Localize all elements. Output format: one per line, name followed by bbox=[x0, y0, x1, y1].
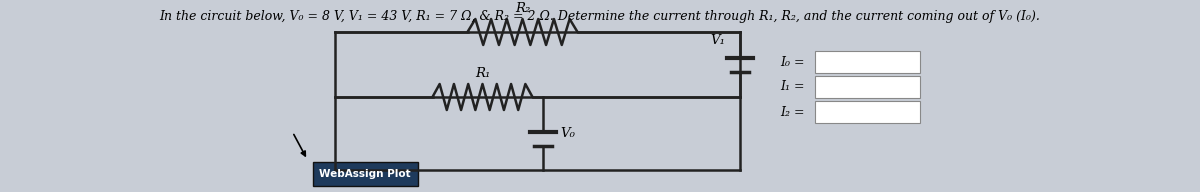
Text: In the circuit below, V₀ = 8 V, V₁ = 43 V, R₁ = 7 Ω, & R₂ = 2 Ω. Determine the c: In the circuit below, V₀ = 8 V, V₁ = 43 … bbox=[160, 10, 1040, 23]
Text: R₂: R₂ bbox=[515, 2, 530, 15]
Text: I₀ =: I₀ = bbox=[780, 55, 805, 69]
Text: WebAssign Plot: WebAssign Plot bbox=[319, 169, 410, 179]
FancyBboxPatch shape bbox=[815, 51, 920, 73]
Text: V₁: V₁ bbox=[710, 33, 726, 46]
Text: V₀: V₀ bbox=[560, 127, 576, 140]
FancyBboxPatch shape bbox=[312, 162, 418, 186]
Text: I₁ =: I₁ = bbox=[780, 80, 805, 94]
FancyBboxPatch shape bbox=[815, 101, 920, 123]
FancyBboxPatch shape bbox=[815, 76, 920, 98]
Text: R₁: R₁ bbox=[475, 67, 490, 80]
Text: I₂ =: I₂ = bbox=[780, 105, 805, 118]
